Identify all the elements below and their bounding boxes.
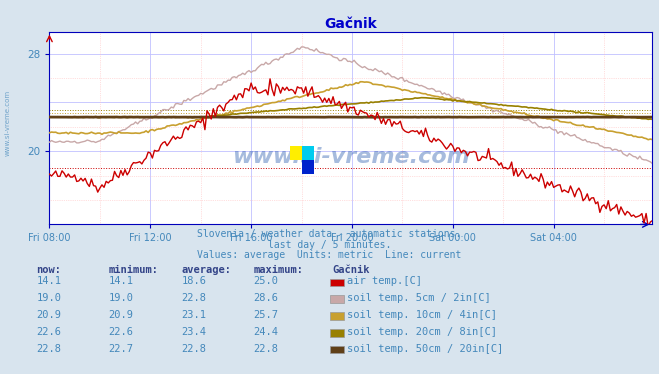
Text: last day / 5 minutes.: last day / 5 minutes. (268, 240, 391, 249)
Text: www.si-vreme.com: www.si-vreme.com (232, 147, 470, 167)
Text: 20.9: 20.9 (36, 310, 61, 320)
Bar (290, 146, 302, 160)
Text: air temp.[C]: air temp.[C] (347, 276, 422, 286)
Text: 14.1: 14.1 (36, 276, 61, 286)
Text: soil temp. 50cm / 20in[C]: soil temp. 50cm / 20in[C] (347, 344, 503, 353)
Text: 28.6: 28.6 (254, 293, 279, 303)
Text: 22.8: 22.8 (36, 344, 61, 353)
Text: maximum:: maximum: (254, 265, 304, 275)
Text: 20.9: 20.9 (109, 310, 134, 320)
Text: 22.6: 22.6 (36, 327, 61, 337)
Text: average:: average: (181, 265, 231, 275)
Text: now:: now: (36, 265, 61, 275)
Text: soil temp. 10cm / 4in[C]: soil temp. 10cm / 4in[C] (347, 310, 498, 320)
Text: soil temp. 20cm / 8in[C]: soil temp. 20cm / 8in[C] (347, 327, 498, 337)
Text: 25.7: 25.7 (254, 310, 279, 320)
Text: 25.0: 25.0 (254, 276, 279, 286)
Text: 22.8: 22.8 (254, 344, 279, 353)
Text: 23.1: 23.1 (181, 310, 206, 320)
Title: Gačnik: Gačnik (324, 16, 378, 31)
Text: 22.8: 22.8 (181, 344, 206, 353)
Text: minimum:: minimum: (109, 265, 159, 275)
Text: 19.0: 19.0 (36, 293, 61, 303)
Text: 19.0: 19.0 (109, 293, 134, 303)
Text: 24.4: 24.4 (254, 327, 279, 337)
Text: Values: average  Units: metric  Line: current: Values: average Units: metric Line: curr… (197, 250, 462, 260)
Text: Gačnik: Gačnik (333, 265, 370, 275)
Text: www.si-vreme.com: www.si-vreme.com (5, 91, 11, 156)
Bar (302, 146, 314, 160)
Text: 22.8: 22.8 (181, 293, 206, 303)
Text: Slovenia / weather data - automatic stations.: Slovenia / weather data - automatic stat… (197, 230, 462, 239)
Bar (302, 160, 314, 174)
Text: 18.6: 18.6 (181, 276, 206, 286)
Text: 14.1: 14.1 (109, 276, 134, 286)
Text: 22.6: 22.6 (109, 327, 134, 337)
Text: soil temp. 5cm / 2in[C]: soil temp. 5cm / 2in[C] (347, 293, 491, 303)
Text: 23.4: 23.4 (181, 327, 206, 337)
Text: 22.7: 22.7 (109, 344, 134, 353)
